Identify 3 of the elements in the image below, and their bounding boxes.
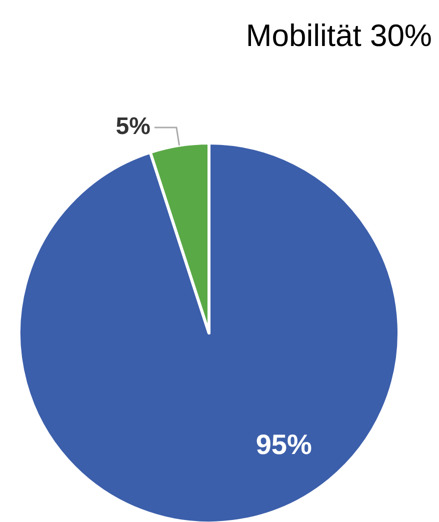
data-label: 5% — [116, 112, 150, 140]
chart-title: Mobilität 30% — [246, 18, 432, 53]
data-label: 95% — [256, 429, 312, 460]
